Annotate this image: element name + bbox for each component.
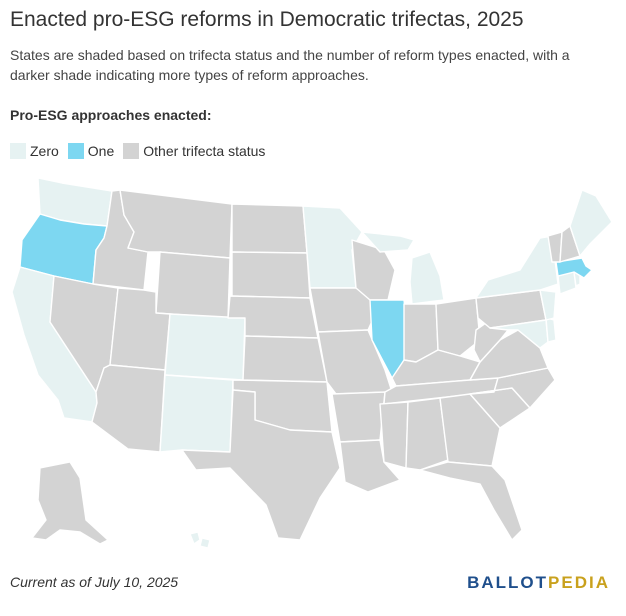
state-kansas[interactable] (242, 335, 328, 383)
legend-swatch-one (67, 143, 84, 159)
state-colorado[interactable] (164, 313, 246, 381)
state-new-jersey[interactable] (539, 289, 557, 321)
updated-date-note: Current as of July 10, 2025 (10, 574, 179, 590)
state-arizona[interactable] (91, 364, 166, 453)
legend-item-one: One (67, 143, 115, 159)
legend-item-other: Other trifecta status (123, 143, 265, 159)
legend-label-one: One (87, 143, 115, 159)
legend-title: Pro-ESG approaches enacted: (10, 107, 212, 123)
state-massachusetts[interactable] (555, 257, 593, 279)
state-michigan[interactable] (361, 231, 445, 305)
state-alabama[interactable] (405, 397, 449, 471)
state-new-york[interactable] (475, 235, 559, 299)
state-montana[interactable] (119, 189, 233, 259)
us-map (0, 168, 626, 558)
state-texas[interactable] (181, 389, 341, 541)
legend-swatch-other (123, 143, 140, 159)
state-new-mexico[interactable] (159, 374, 234, 453)
map-subtitle: States are shaded based on trifecta stat… (10, 47, 570, 83)
state-hawaii[interactable] (189, 531, 211, 549)
legend: Zero One Other trifecta status (10, 143, 274, 159)
state-north-dakota[interactable] (231, 203, 308, 254)
brand-ballot: BALLOT (467, 573, 549, 592)
state-maine[interactable] (569, 189, 613, 257)
ballotpedia-logo[interactable]: BALLOTPEDIA (467, 573, 610, 593)
state-wyoming[interactable] (155, 251, 231, 319)
state-ohio[interactable] (435, 297, 481, 357)
legend-swatch-zero (10, 143, 26, 159)
state-louisiana[interactable] (339, 439, 401, 493)
state-virginia[interactable] (469, 329, 549, 381)
legend-item-zero: Zero (10, 143, 59, 159)
state-mississippi[interactable] (379, 401, 409, 469)
state-arkansas[interactable] (331, 391, 386, 443)
state-alaska[interactable] (31, 461, 109, 545)
state-south-dakota[interactable] (231, 251, 311, 299)
legend-label-zero: Zero (30, 143, 59, 159)
page-title: Enacted pro-ESG reforms in Democratic tr… (10, 8, 524, 31)
state-delaware[interactable] (545, 317, 557, 343)
legend-label-other: Other trifecta status (143, 143, 266, 159)
state-florida[interactable] (419, 461, 523, 541)
brand-pedia: PEDIA (548, 573, 610, 592)
